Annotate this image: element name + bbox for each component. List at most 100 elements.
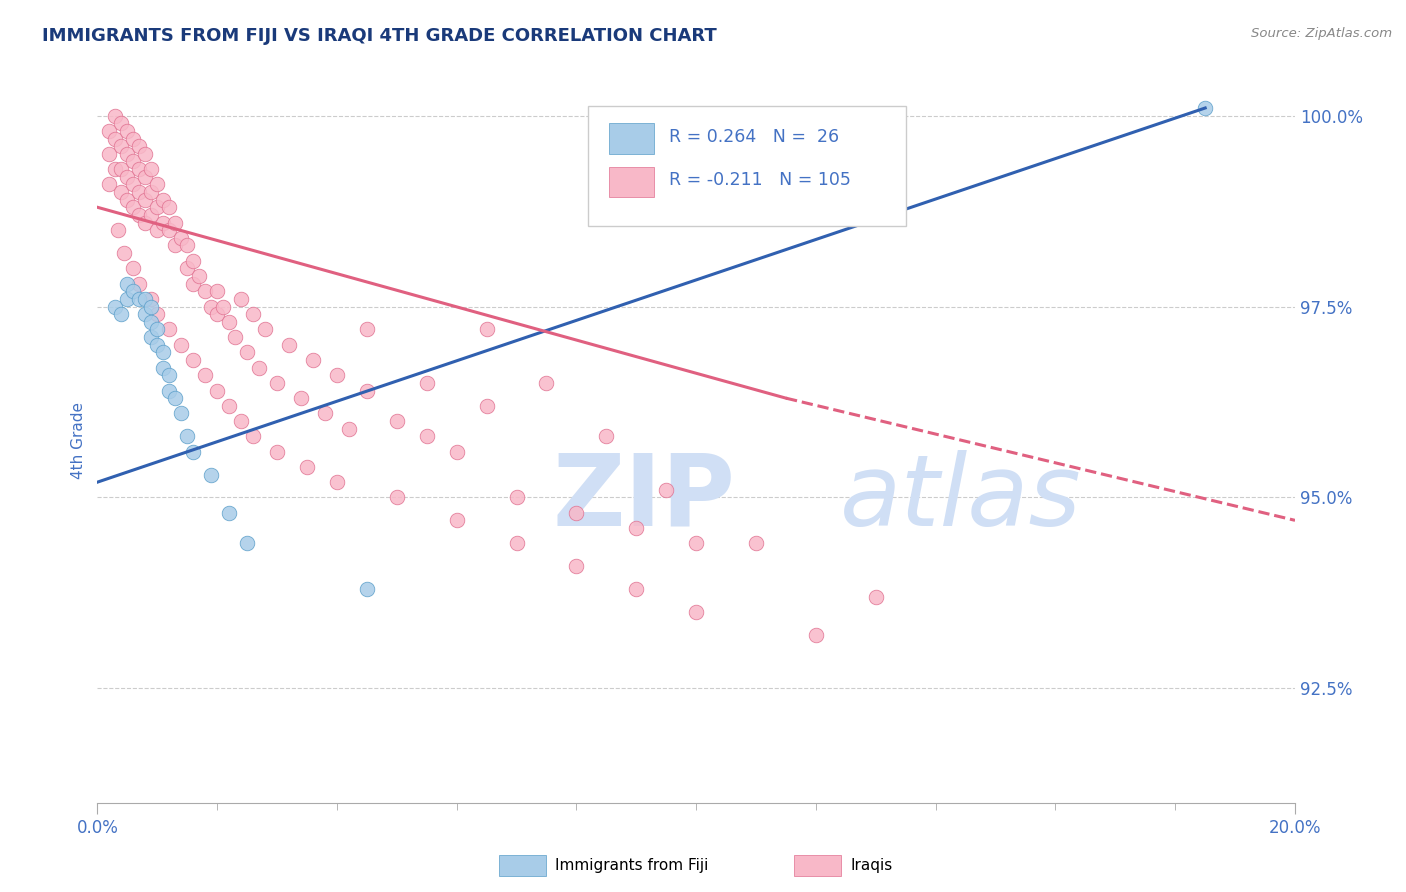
Point xyxy=(122,178,145,192)
Point xyxy=(194,285,217,299)
Point xyxy=(326,475,349,490)
Point xyxy=(134,292,156,306)
Point xyxy=(236,536,259,550)
Point xyxy=(141,300,163,314)
Point xyxy=(107,223,129,237)
Point xyxy=(218,315,240,329)
Point xyxy=(146,200,169,214)
Point xyxy=(146,223,169,237)
Point xyxy=(104,131,127,145)
Point xyxy=(446,444,468,458)
Point xyxy=(165,391,187,405)
Point xyxy=(170,337,193,351)
Point xyxy=(242,307,264,321)
Point xyxy=(536,376,558,390)
Point xyxy=(152,215,174,229)
Point xyxy=(141,330,163,344)
Text: Source: ZipAtlas.com: Source: ZipAtlas.com xyxy=(1251,27,1392,40)
Point xyxy=(356,322,378,336)
Point xyxy=(229,292,252,306)
Point xyxy=(117,169,139,184)
Point xyxy=(134,307,156,321)
Point xyxy=(505,536,527,550)
Point xyxy=(141,208,163,222)
Point xyxy=(110,162,132,177)
Point xyxy=(218,506,240,520)
Point xyxy=(200,300,222,314)
Point xyxy=(865,590,887,604)
Text: ZIP: ZIP xyxy=(553,450,735,547)
Point xyxy=(112,246,135,260)
FancyBboxPatch shape xyxy=(588,106,905,227)
Point xyxy=(595,429,617,443)
Point xyxy=(110,185,132,199)
Point xyxy=(181,444,204,458)
FancyBboxPatch shape xyxy=(609,123,654,153)
Point xyxy=(356,582,378,596)
Point xyxy=(181,277,204,291)
Point xyxy=(134,169,156,184)
Point xyxy=(385,414,408,428)
Text: R = -0.211   N = 105: R = -0.211 N = 105 xyxy=(669,171,851,189)
Point xyxy=(128,292,150,306)
Point xyxy=(1194,101,1216,115)
Point xyxy=(446,513,468,527)
Point xyxy=(229,414,252,428)
Text: atlas: atlas xyxy=(839,450,1081,547)
Point xyxy=(165,215,187,229)
Text: Immigrants from Fiji: Immigrants from Fiji xyxy=(555,858,709,872)
Y-axis label: 4th Grade: 4th Grade xyxy=(72,401,86,479)
Point xyxy=(247,360,270,375)
Point xyxy=(98,178,121,192)
Point xyxy=(326,368,349,383)
Point xyxy=(181,253,204,268)
Point xyxy=(146,337,169,351)
Point xyxy=(146,178,169,192)
Point xyxy=(205,285,228,299)
Point xyxy=(152,360,174,375)
Point xyxy=(337,422,360,436)
Point xyxy=(128,185,150,199)
Point xyxy=(122,261,145,276)
Point xyxy=(205,384,228,398)
Point xyxy=(170,406,193,420)
Point xyxy=(157,384,180,398)
Point xyxy=(565,506,588,520)
Text: IMMIGRANTS FROM FIJI VS IRAQI 4TH GRADE CORRELATION CHART: IMMIGRANTS FROM FIJI VS IRAQI 4TH GRADE … xyxy=(42,27,717,45)
Point xyxy=(176,238,198,252)
Point xyxy=(266,444,288,458)
Point xyxy=(212,300,235,314)
Point xyxy=(128,277,150,291)
Point xyxy=(266,376,288,390)
Point xyxy=(141,162,163,177)
Point xyxy=(110,139,132,153)
Point xyxy=(475,399,498,413)
Point xyxy=(626,582,648,596)
Point xyxy=(278,337,301,351)
Point xyxy=(505,491,527,505)
Point xyxy=(194,368,217,383)
Point xyxy=(128,208,150,222)
Point xyxy=(98,124,121,138)
Point xyxy=(110,116,132,130)
Point xyxy=(117,193,139,207)
Point xyxy=(157,223,180,237)
Point xyxy=(122,285,145,299)
Point xyxy=(685,605,707,619)
Point xyxy=(157,368,180,383)
Point xyxy=(117,146,139,161)
Point xyxy=(290,391,312,405)
Point xyxy=(253,322,276,336)
Point xyxy=(565,559,588,574)
Point xyxy=(385,491,408,505)
Point xyxy=(128,139,150,153)
Point xyxy=(152,193,174,207)
Point xyxy=(157,200,180,214)
Point xyxy=(141,315,163,329)
Point xyxy=(655,483,678,497)
Point xyxy=(117,292,139,306)
Point xyxy=(745,536,768,550)
Point xyxy=(188,268,211,283)
Point xyxy=(176,261,198,276)
Point xyxy=(98,146,121,161)
